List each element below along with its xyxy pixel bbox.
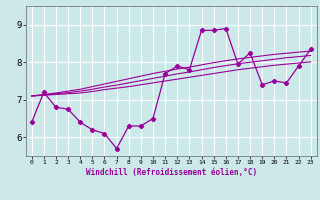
X-axis label: Windchill (Refroidissement éolien,°C): Windchill (Refroidissement éolien,°C): [86, 168, 257, 177]
